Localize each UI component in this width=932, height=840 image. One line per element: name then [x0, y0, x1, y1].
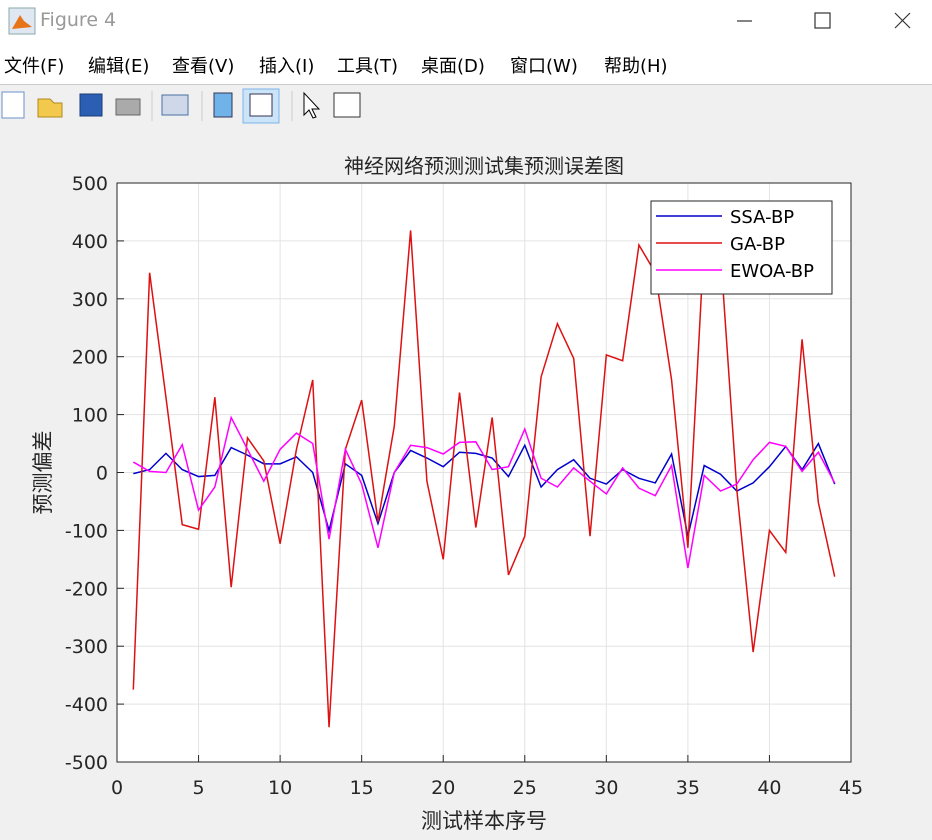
window-title: Figure 4 [40, 9, 117, 31]
x-tick-label: 40 [757, 777, 781, 799]
x-tick-label: 45 [839, 777, 863, 799]
y-tick-label: 200 [72, 347, 108, 369]
menu-item[interactable]: 窗口(W) [510, 56, 578, 77]
menu-item[interactable]: 文件(F) [4, 56, 65, 77]
x-tick-label: 35 [676, 777, 700, 799]
menu-item[interactable]: 帮助(H) [604, 56, 668, 77]
maximize-button[interactable] [814, 12, 831, 29]
y-tick-label: 300 [72, 289, 108, 311]
menu-item[interactable]: 编辑(E) [88, 56, 150, 77]
app-icon [8, 7, 36, 35]
x-tick-label: 5 [193, 777, 205, 799]
x-tick-label: 20 [431, 777, 455, 799]
print-button[interactable] [115, 98, 141, 116]
legend-label: SSA-BP [730, 207, 794, 228]
toolbar [1, 88, 361, 124]
y-tick-label: 0 [96, 463, 108, 485]
x-tick-label: 0 [111, 777, 123, 799]
title-bar: Figure 4 [0, 0, 932, 42]
legend-label: GA-BP [730, 234, 785, 255]
axes-box [116, 182, 852, 763]
menu-item[interactable]: 插入(I) [259, 56, 315, 77]
series-line [132, 415, 836, 569]
x-tick-label: 15 [350, 777, 374, 799]
window-controls [737, 12, 911, 29]
new-button[interactable] [1, 91, 25, 119]
legend-label: EWOA-BP [730, 261, 814, 282]
open-button[interactable] [37, 98, 63, 118]
chart: -500 -400 -300 -200 -100 0 100 200 300 400 500 0 5 10… [31, 154, 863, 833]
save-button[interactable] [79, 93, 103, 117]
pointer-button[interactable] [303, 91, 321, 119]
link-button[interactable] [161, 94, 189, 116]
x-tick-label: 30 [594, 777, 618, 799]
menu-item[interactable]: 查看(V) [172, 56, 235, 77]
chart-title: 神经网络预测测试集预测误差图 [344, 154, 624, 178]
close-button[interactable] [894, 12, 911, 29]
y-tick-label: 400 [72, 231, 108, 253]
menu-item[interactable]: 桌面(D) [421, 56, 485, 77]
y-axis-label: 预测偏差 [31, 431, 55, 515]
property-button[interactable] [333, 92, 361, 118]
y-tick-label: -400 [65, 694, 108, 716]
y-tick-label: -500 [65, 752, 108, 774]
x-tick-label: 10 [268, 777, 292, 799]
y-tick-label: 500 [72, 173, 108, 195]
x-tick-label: 25 [513, 777, 537, 799]
menu-bar: 文件(F) 编辑(E) 查看(V) 插入(I) 工具(T) 桌面(D) 窗口(W… [0, 42, 932, 85]
y-tick-label: 100 [72, 405, 108, 427]
colorbar-button[interactable] [213, 92, 233, 118]
y-tick-label: -100 [65, 520, 108, 542]
y-tick-label: -300 [65, 636, 108, 658]
y-tick-label: -200 [65, 578, 108, 600]
menu-item[interactable]: 工具(T) [337, 56, 399, 77]
x-axis-label: 测试样本序号 [421, 809, 547, 833]
